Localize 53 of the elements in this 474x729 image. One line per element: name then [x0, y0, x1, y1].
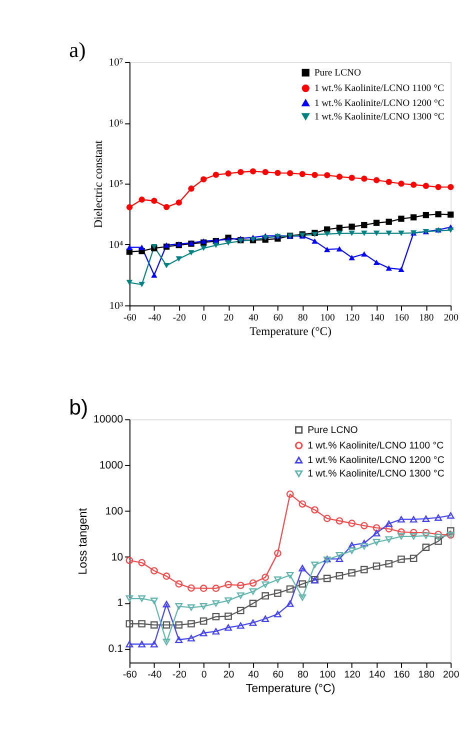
- x-tick-label: -60: [123, 312, 137, 324]
- x-tick-label: -60: [122, 670, 138, 681]
- x-tick-label: 200: [444, 312, 459, 324]
- x-tick-label: -20: [172, 312, 186, 324]
- x-tick-label: 20: [223, 670, 235, 681]
- legend-label: 1 wt.% Kaolinite/LCNO 1300 °C: [308, 468, 444, 480]
- x-tick-label: -40: [148, 670, 162, 681]
- y-tick-label: 1: [117, 597, 124, 610]
- x-tick-label: 80: [297, 670, 309, 681]
- legend-label: 1 wt.% Kaolinite/LCNO 1200 °C: [314, 98, 444, 109]
- x-tick-label: 200: [443, 670, 460, 681]
- x-tick-label: -20: [172, 670, 187, 681]
- x-tick-label: 180: [419, 312, 434, 324]
- x-tick-label: 0: [201, 670, 208, 681]
- x-axis-title: Temperature (°C): [246, 682, 336, 696]
- text: b): [69, 395, 88, 420]
- x-axis-title: Temperature (°C): [250, 325, 332, 338]
- x-tick-label: 100: [319, 670, 336, 681]
- x-tick-label: 20: [224, 312, 234, 324]
- x-tick-label: 160: [394, 670, 410, 681]
- text: a): [69, 38, 86, 62]
- x-tick-label: 40: [248, 670, 260, 681]
- legend-label: Pure LCNO: [314, 68, 362, 79]
- x-tick-label: 120: [345, 312, 360, 324]
- legend-label: 1 wt.% Kaolinite/LCNO 1200 °C: [308, 455, 444, 466]
- y-tick-label: 10³: [109, 300, 124, 312]
- x-tick-label: 140: [368, 670, 386, 681]
- y-tick-label: 10000: [93, 414, 124, 426]
- y-tick-label: 10⁴: [108, 238, 124, 251]
- y-tick-label: 0.1: [108, 643, 124, 656]
- legend-label: Pure LCNO: [308, 424, 358, 436]
- y-tick-label: 10⁷: [108, 56, 124, 68]
- x-tick-label: -40: [148, 312, 162, 324]
- x-tick-label: 80: [298, 312, 308, 324]
- y-axis-title: Loss tangent: [76, 507, 90, 575]
- x-tick-label: 160: [394, 312, 410, 324]
- y-tick-label: 10⁵: [108, 178, 124, 190]
- x-tick-label: 120: [344, 670, 361, 681]
- x-tick-label: 0: [202, 312, 207, 324]
- y-tick-label: 10: [111, 551, 124, 564]
- legend-label: 1 wt.% Kaolinite/LCNO 1300 °C: [314, 111, 444, 122]
- legend-label: 1 wt.% Kaolinite/LCNO 1100 °C: [308, 440, 444, 452]
- x-tick-label: 60: [273, 312, 284, 324]
- x-tick-label: 140: [370, 312, 384, 324]
- x-tick-label: 180: [418, 670, 436, 681]
- x-tick-label: 60: [272, 670, 284, 681]
- y-tick-label: 1000: [99, 460, 124, 472]
- y-tick-label: 100: [105, 505, 124, 518]
- y-tick-label: 10⁶: [108, 117, 124, 130]
- x-tick-label: 40: [248, 312, 258, 324]
- legend-label: 1 wt.% Kaolinite/LCNO 1100 °C: [314, 83, 444, 94]
- y-axis-title: Dielectric constant: [92, 140, 105, 228]
- x-tick-label: 100: [320, 312, 336, 324]
